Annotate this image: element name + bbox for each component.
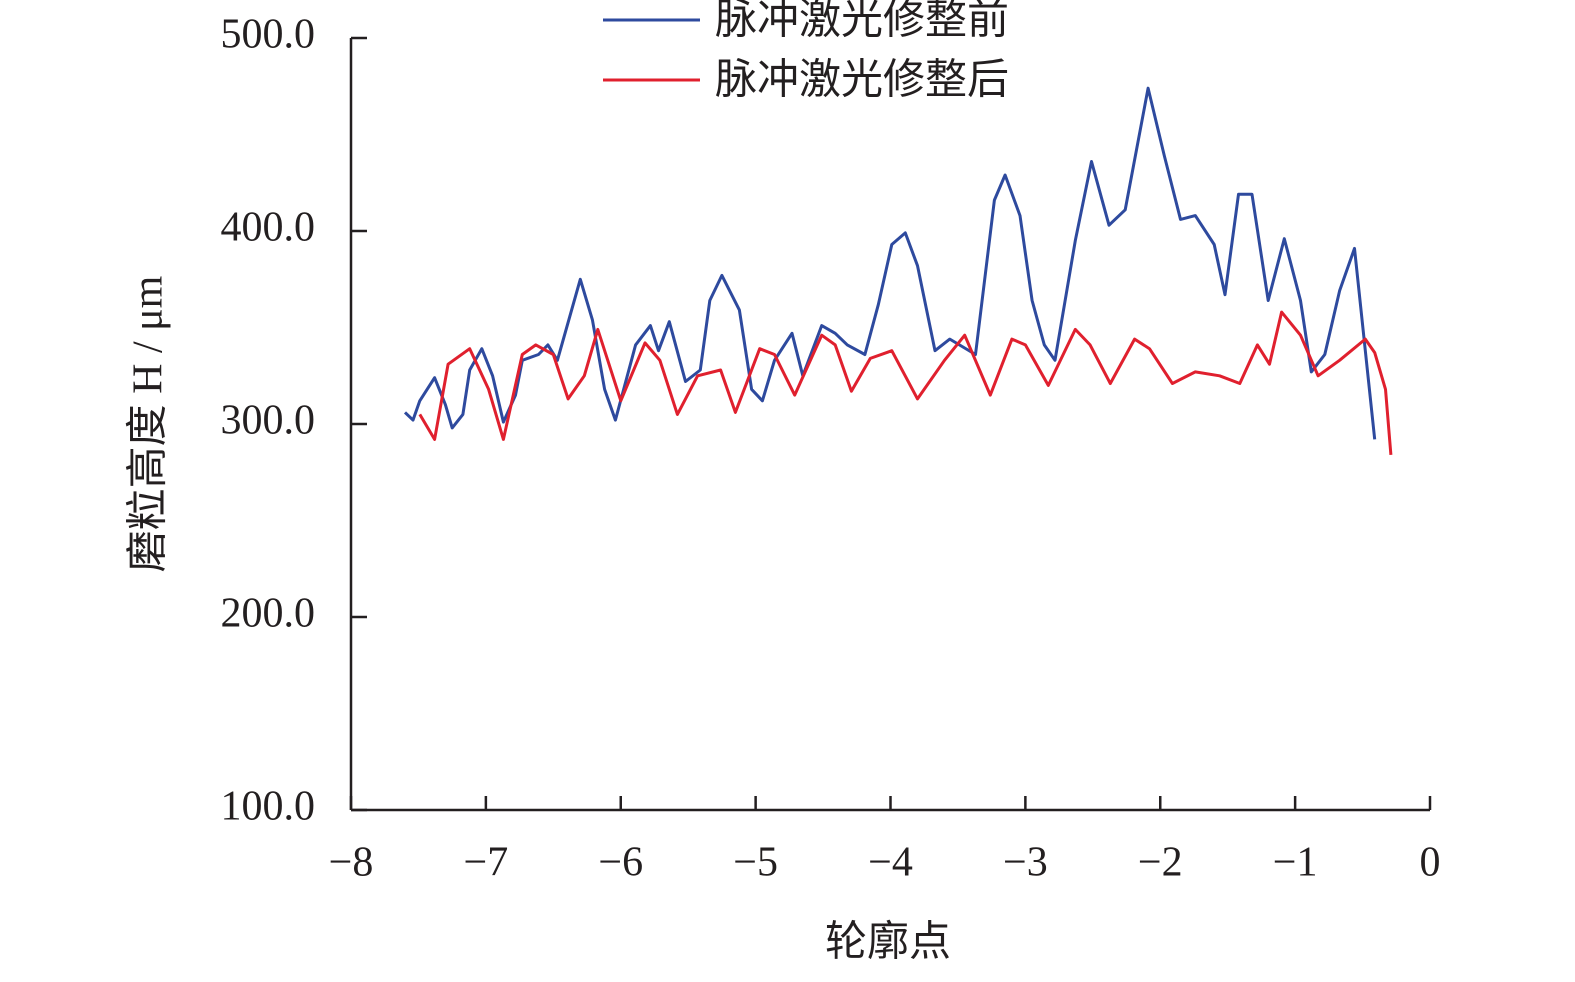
x-tick-label: −5: [733, 840, 778, 886]
x-tick-label: −4: [868, 840, 913, 886]
y-axis-label: 磨粒高度 H / μm: [126, 275, 172, 572]
y-tick-label: 100.0: [221, 784, 316, 830]
x-axis-label: 轮廓点: [825, 920, 951, 966]
x-tick-label: −1: [1273, 840, 1318, 886]
data-line: [418, 310, 1393, 456]
y-tick-label: 300.0: [221, 398, 316, 444]
y-tick-label: 400.0: [221, 205, 316, 251]
x-tick-label: 0: [1420, 840, 1441, 886]
legend-label: 脉冲激光修整前: [715, 0, 1009, 44]
legend-label: 脉冲激光修整后: [715, 58, 1009, 104]
x-tick-label: −3: [1003, 840, 1048, 886]
data-line: [403, 86, 1377, 440]
x-tick-label: −7: [464, 840, 509, 886]
x-tick-label: −6: [598, 840, 643, 886]
x-tick-label: −8: [329, 840, 374, 886]
y-tick-label: 200.0: [221, 591, 316, 637]
x-tick-label: −2: [1138, 840, 1183, 886]
y-tick-label: 500.0: [221, 12, 316, 58]
